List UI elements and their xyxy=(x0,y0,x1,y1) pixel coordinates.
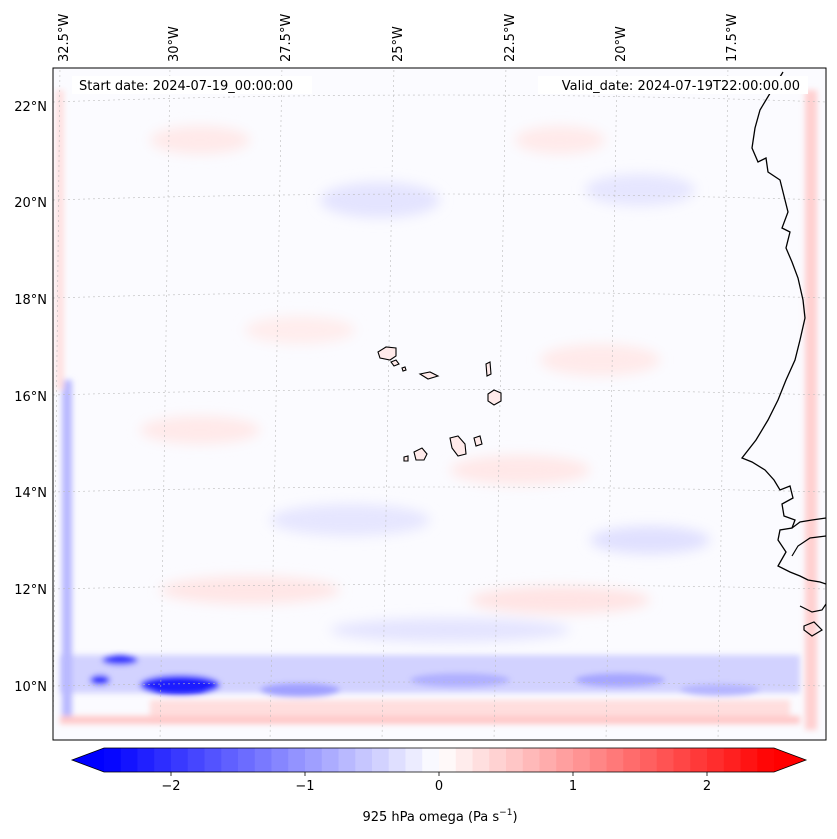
colorbar-outline xyxy=(70,747,808,773)
colorbar-cell xyxy=(623,748,641,772)
lat-label: 20°N xyxy=(14,196,47,211)
valid-date-box xyxy=(538,76,808,94)
lat-label: 10°N xyxy=(14,680,47,695)
colorbar-cell xyxy=(388,748,407,772)
lon-label: 30°W xyxy=(167,26,182,62)
start-date-box xyxy=(72,76,312,94)
southern-convective-band xyxy=(60,655,800,720)
coastline-gambia-guinea xyxy=(791,517,826,637)
colorbar-cell xyxy=(372,748,390,772)
colorbar-cell xyxy=(338,748,356,772)
lon-label: 27.5°W xyxy=(279,14,294,62)
boundary-strips xyxy=(56,90,817,730)
colorbar-label-main: 925 hPa omega (Pa s xyxy=(362,810,499,825)
colorbar-cell xyxy=(723,748,742,772)
colorbar-cell xyxy=(606,748,624,772)
lat-label: 16°N xyxy=(14,390,47,405)
start-date-label: Start date: 2024-07-19_00:00:00 xyxy=(79,79,293,94)
lon-label: 17.5°W xyxy=(725,14,740,62)
lat-label: 22°N xyxy=(14,100,47,115)
valid-date-label: Valid_date: 2024-07-19T22:00:00.00 xyxy=(562,79,800,94)
lat-label: 12°N xyxy=(14,583,47,598)
lon-label: 22.5°W xyxy=(503,14,518,62)
colorbar-cell xyxy=(707,748,725,772)
longitude-labels: 32.5°W 30°W 27.5°W 25°W 22.5°W 20°W 17.5… xyxy=(57,14,740,62)
colorbar-cell xyxy=(355,748,373,772)
colorbar-label-close: ) xyxy=(512,810,517,825)
colorbar-ticks: −2 −1 0 1 2 xyxy=(161,772,711,794)
colorbar-cell xyxy=(556,748,574,772)
colorbar-cell xyxy=(137,748,155,772)
colorbar-cell xyxy=(539,748,557,772)
lat-label: 18°N xyxy=(14,293,47,308)
lat-label: 14°N xyxy=(14,486,47,501)
lon-label: 32.5°W xyxy=(57,14,72,62)
lon-label: 20°W xyxy=(614,26,629,62)
colorbar-cell xyxy=(221,748,239,772)
map-frame xyxy=(52,67,827,741)
colorbar-tick-label: −2 xyxy=(161,779,180,794)
colorbar-cell xyxy=(204,748,222,772)
colorbar-cell xyxy=(254,748,273,772)
latitude-labels: 22°N 20°N 18°N 16°N 14°N 12°N 10°N xyxy=(14,100,47,695)
gridlines xyxy=(53,68,826,740)
colorbar-cell xyxy=(690,748,708,772)
colorbar-tick-label: 0 xyxy=(435,779,443,794)
colorbar-cell xyxy=(439,748,457,772)
colorbar-max-extension xyxy=(774,748,806,772)
colorbar-tick-label: −1 xyxy=(295,779,314,794)
colorbar-cell xyxy=(288,748,306,772)
colorbar-cell xyxy=(472,748,490,772)
colorbar-min-extension xyxy=(72,748,104,772)
colorbar-cell xyxy=(573,748,591,772)
colorbar-cell xyxy=(489,748,507,772)
lon-label: 25°W xyxy=(391,26,406,62)
colorbar-cell xyxy=(321,748,340,772)
colorbar-cell xyxy=(740,748,758,772)
coastline-africa xyxy=(740,71,826,585)
colorbar-label: 925 hPa omega (Pa s−1) xyxy=(362,808,517,825)
colorbar-cell xyxy=(506,748,524,772)
colorbar-cell xyxy=(589,748,608,772)
colorbar-cell xyxy=(522,748,541,772)
colorbar-cell xyxy=(422,748,440,772)
colorbar-cell xyxy=(757,748,775,772)
colorbar-cell xyxy=(405,748,423,772)
colorbar-cell xyxy=(271,748,289,772)
colorbar-cell xyxy=(238,748,256,772)
colorbar-cells xyxy=(104,748,775,772)
colorbar-cell xyxy=(154,748,172,772)
colorbar-cell xyxy=(104,748,122,772)
colorbar-cell xyxy=(656,748,675,772)
colorbar-cell xyxy=(171,748,189,772)
omega-field xyxy=(140,126,710,642)
colorbar-cell xyxy=(305,748,323,772)
colorbar-cell xyxy=(640,748,658,772)
colorbar-cell xyxy=(455,748,474,772)
colorbar-label-exponent: −1 xyxy=(499,808,512,818)
colorbar-cell xyxy=(673,748,691,772)
colorbar-cell xyxy=(187,748,206,772)
map-panel: Start date: 2024-07-19_00:00:00 Valid_da… xyxy=(53,68,826,740)
colorbar: −2 −1 0 1 2 925 hPa omega (Pa s−1) xyxy=(70,747,808,825)
colorbar-tick-label: 2 xyxy=(703,779,711,794)
colorbar-tick-label: 1 xyxy=(569,779,577,794)
cape-verde-islands xyxy=(377,346,502,462)
colorbar-cell xyxy=(120,748,139,772)
